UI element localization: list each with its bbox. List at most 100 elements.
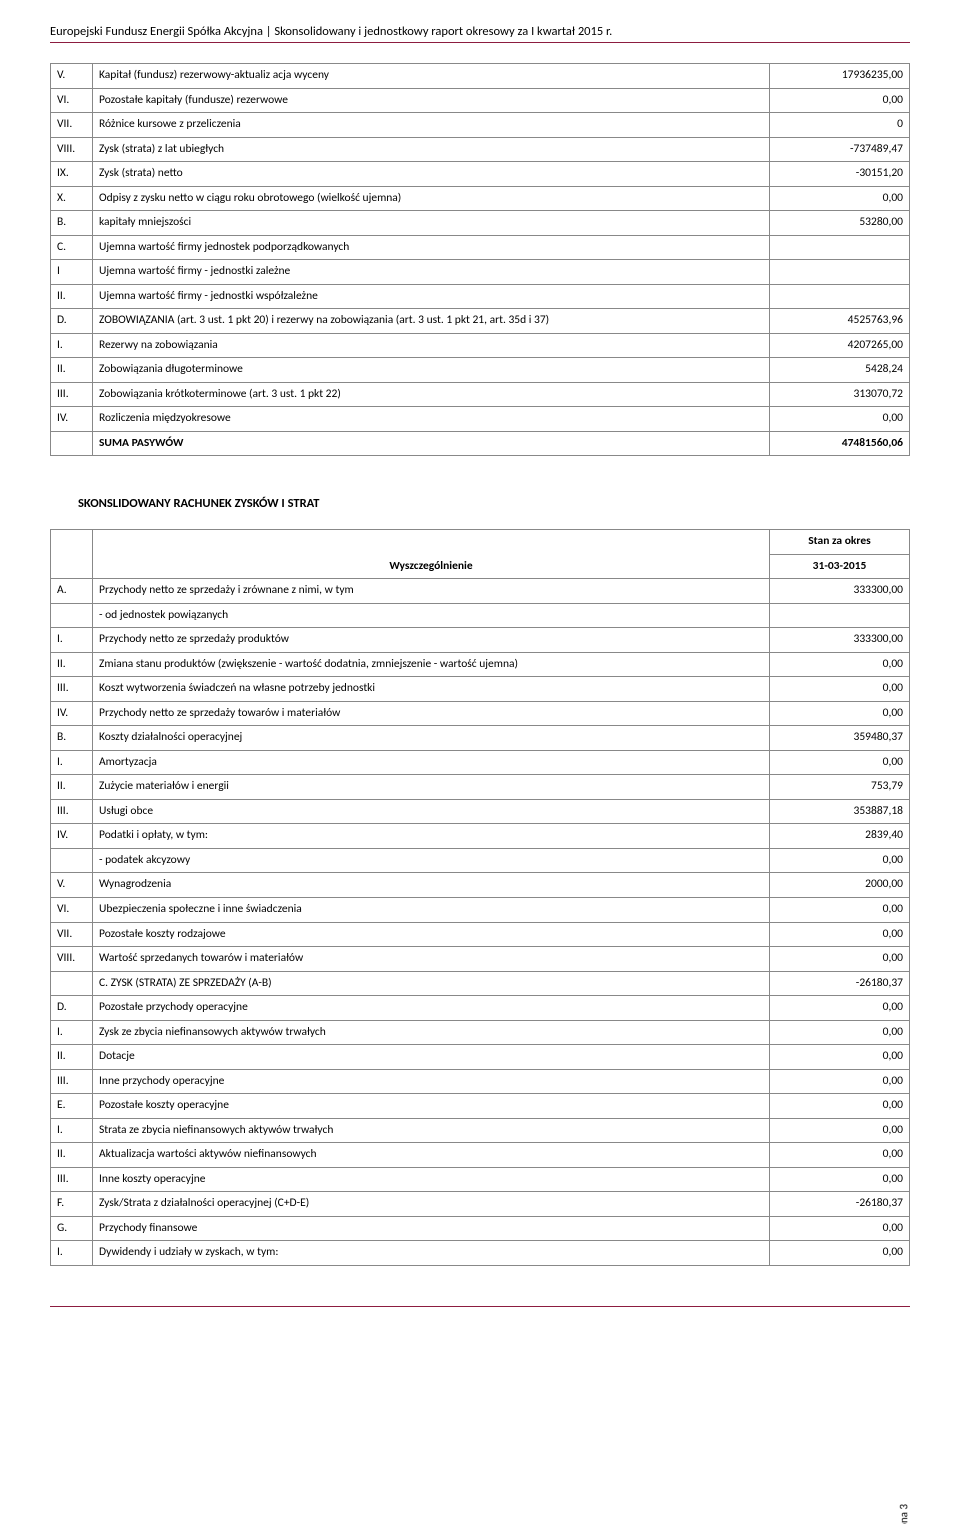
row-value: [770, 284, 910, 309]
table-row: I.Zysk ze zbycia niefinansowych aktywów …: [51, 1020, 910, 1045]
row-label: Koszt wytworzenia świadczeń na własne po…: [93, 677, 770, 702]
row-value: 53280,00: [770, 211, 910, 236]
row-label: ZOBOWIĄZANIA (art. 3 ust. 1 pkt 20) i re…: [93, 309, 770, 334]
row-label: - podatek akcyzowy: [93, 848, 770, 873]
row-value: 2000,00: [770, 873, 910, 898]
row-index: II.: [51, 775, 93, 800]
row-index: I.: [51, 750, 93, 775]
row-value: -737489,47: [770, 137, 910, 162]
row-value: [770, 235, 910, 260]
table-row: - od jednostek powiązanych: [51, 603, 910, 628]
table-row: IX.Zysk (strata) netto-30151,20: [51, 162, 910, 187]
row-value: 359480,37: [770, 726, 910, 751]
table-row: II.Zobowiązania długoterminowe5428,24: [51, 358, 910, 383]
table-row: F.Zysk/Strata z działalności operacyjnej…: [51, 1192, 910, 1217]
row-label: Ujemna wartość firmy - jednostki współza…: [93, 284, 770, 309]
table-row: I.Amortyzacja0,00: [51, 750, 910, 775]
table-row: V.Wynagrodzenia2000,00: [51, 873, 910, 898]
row-index: V.: [51, 64, 93, 89]
row-value: 333300,00: [770, 579, 910, 604]
row-value: 313070,72: [770, 382, 910, 407]
document-header: Europejski Fundusz Energii Spółka Akcyjn…: [50, 24, 910, 39]
row-value: 0,00: [770, 1118, 910, 1143]
row-index: VIII.: [51, 947, 93, 972]
row-value: 0,00: [770, 88, 910, 113]
section-title: SKONSLIDOWANY RACHUNEK ZYSKÓW I STRAT: [78, 496, 910, 511]
row-value: 5428,24: [770, 358, 910, 383]
row-value: 0,00: [770, 1167, 910, 1192]
row-label: Przychody netto ze sprzedaży produktów: [93, 628, 770, 653]
table-row: B.Koszty działalności operacyjnej359480,…: [51, 726, 910, 751]
row-label: Strata ze zbycia niefinansowych aktywów …: [93, 1118, 770, 1143]
row-value: 0,00: [770, 750, 910, 775]
row-index: I.: [51, 628, 93, 653]
table-row: II.Zmiana stanu produktów (zwiększenie -…: [51, 652, 910, 677]
row-index: F.: [51, 1192, 93, 1217]
table-row: III.Zobowiązania krótkoterminowe (art. 3…: [51, 382, 910, 407]
row-value: 2839,40: [770, 824, 910, 849]
row-label: Różnice kursowe z przeliczenia: [93, 113, 770, 138]
table-row: D.Pozostałe przychody operacyjne0,00: [51, 996, 910, 1021]
row-label: Przychody finansowe: [93, 1216, 770, 1241]
row-label: Wynagrodzenia: [93, 873, 770, 898]
row-label: Zysk ze zbycia niefinansowych aktywów tr…: [93, 1020, 770, 1045]
row-index: D.: [51, 996, 93, 1021]
row-label: Przychody netto ze sprzedaży i zrównane …: [93, 579, 770, 604]
table-row: I.Dywidendy i udziały w zyskach, w tym:0…: [51, 1241, 910, 1266]
row-value: 0,00: [770, 186, 910, 211]
row-index: B.: [51, 211, 93, 236]
row-label: Rozliczenia międzyokresowe: [93, 407, 770, 432]
row-value: 0,00: [770, 1241, 910, 1266]
row-value: 17936235,00: [770, 64, 910, 89]
table-row: II.Ujemna wartość firmy - jednostki wspó…: [51, 284, 910, 309]
row-value: 4525763,96: [770, 309, 910, 334]
row-value: 0,00: [770, 1045, 910, 1070]
row-label: Zysk (strata) netto: [93, 162, 770, 187]
row-label: Przychody netto ze sprzedaży towarów i m…: [93, 701, 770, 726]
table-row: VIII.Wartość sprzedanych towarów i mater…: [51, 947, 910, 972]
row-value: 0,00: [770, 922, 910, 947]
table-row: C.Ujemna wartość firmy jednostek podporz…: [51, 235, 910, 260]
row-index: I.: [51, 1020, 93, 1045]
page-number: Strona 3: [897, 1504, 910, 1524]
row-value: 47481560,06: [770, 431, 910, 456]
row-value: 0,00: [770, 1143, 910, 1168]
table-row: VII.Pozostałe koszty rodzajowe0,00: [51, 922, 910, 947]
row-index: A.: [51, 579, 93, 604]
row-label: Dotacje: [93, 1045, 770, 1070]
row-label: C. ZYSK (STRATA) ZE SPRZEDAŻY (A-B): [93, 971, 770, 996]
row-value: 0,00: [770, 996, 910, 1021]
row-value: -26180,37: [770, 971, 910, 996]
table-row: II.Aktualizacja wartości aktywów niefina…: [51, 1143, 910, 1168]
table-row: I.Rezerwy na zobowiązania4207265,00: [51, 333, 910, 358]
row-label: Zobowiązania długoterminowe: [93, 358, 770, 383]
column-header-right: 31-03-2015: [770, 554, 910, 579]
row-value: 0,00: [770, 652, 910, 677]
row-value: [770, 603, 910, 628]
table-row: III.Inne przychody operacyjne0,00: [51, 1069, 910, 1094]
row-index: E.: [51, 1094, 93, 1119]
row-index: C.: [51, 235, 93, 260]
row-value: 0,00: [770, 677, 910, 702]
row-index: IV.: [51, 701, 93, 726]
row-label: Rezerwy na zobowiązania: [93, 333, 770, 358]
row-label: Dywidendy i udziały w zyskach, w tym:: [93, 1241, 770, 1266]
row-label: Wartość sprzedanych towarów i materiałów: [93, 947, 770, 972]
row-value: 0,00: [770, 407, 910, 432]
row-value: 0,00: [770, 1020, 910, 1045]
row-index: IV.: [51, 407, 93, 432]
row-value: 0,00: [770, 897, 910, 922]
passives-table: V.Kapitał (fundusz) rezerwowy-aktualiz a…: [50, 63, 910, 456]
table-subheader-row: Wyszczególnienie 31-03-2015: [51, 554, 910, 579]
row-index: B.: [51, 726, 93, 751]
table-row: IV.Przychody netto ze sprzedaży towarów …: [51, 701, 910, 726]
row-index: II.: [51, 652, 93, 677]
row-value: 4207265,00: [770, 333, 910, 358]
row-value: -26180,37: [770, 1192, 910, 1217]
row-index: IV.: [51, 824, 93, 849]
row-index: VI.: [51, 897, 93, 922]
row-index: V.: [51, 873, 93, 898]
footer-rule: [50, 1306, 910, 1307]
table-row: C. ZYSK (STRATA) ZE SPRZEDAŻY (A-B)-2618…: [51, 971, 910, 996]
row-value: 753,79: [770, 775, 910, 800]
